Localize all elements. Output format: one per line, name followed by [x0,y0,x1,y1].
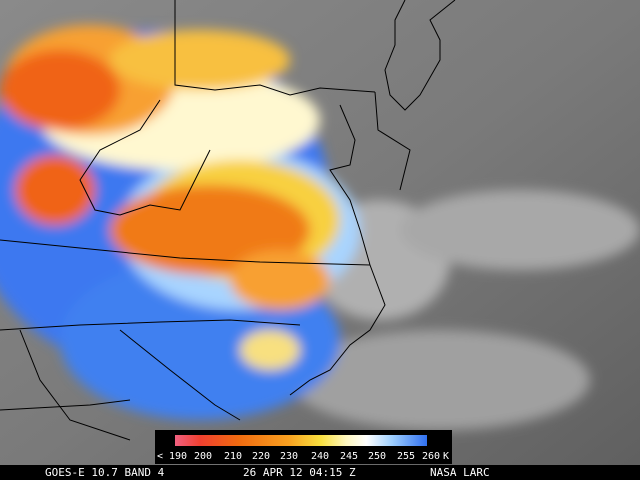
colorbar-label: 210 [224,451,242,462]
colorbar [175,435,427,446]
colorbar-label: 220 [252,451,270,462]
footer-bar [0,465,640,480]
colorbar-label: 200 [194,451,212,462]
colorbar-label: 255 [397,451,415,462]
colorbar-label: K [443,451,449,462]
colorbar-label: 260 [422,451,440,462]
colorbar-label: 230 [280,451,298,462]
footer-timestamp: 26 APR 12 04:15 Z [243,466,356,479]
colorbar-label: 240 [311,451,329,462]
colorbar-label: 245 [340,451,358,462]
clouds [0,25,640,430]
state-borders [0,0,455,440]
colorbar-label: < 190 [157,451,187,462]
colorbar-labels: < 190 200 210 220 230 240 245 250 255 260 K [157,451,449,462]
footer-satellite: GOES-E 10.7 BAND 4 [45,466,165,479]
footer-source: NASA LARC [430,466,490,479]
colorbar-label: 250 [368,451,386,462]
